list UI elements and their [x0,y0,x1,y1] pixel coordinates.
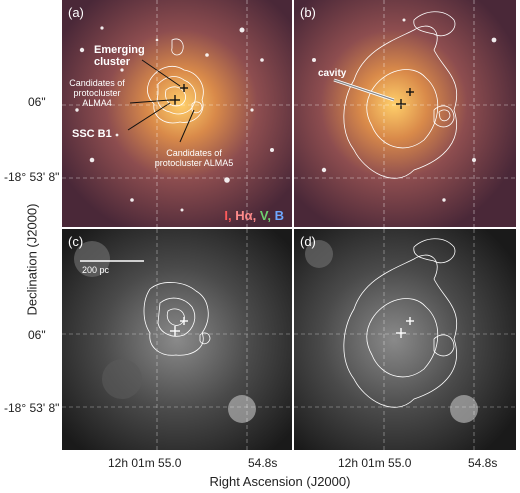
scale-bar-label: 200 pc [82,265,110,275]
legend-i: I, [224,208,232,223]
x-axis-label: Right Ascension (J2000) [209,474,351,489]
panel-d-image [294,229,516,450]
emerging-cluster-annotation: Emerging cluster [94,44,145,68]
legend-b: B [274,208,284,223]
filter-legend: I, Hα, V, B [224,208,284,223]
alma4-annotation: Candidates of protocluster ALMA4 [69,78,125,108]
panel-c: (c) 200 pc [62,229,292,450]
x-tick-left-d: 12h 01m 55.0 [338,456,412,470]
panel-c-image [62,229,292,450]
alma5-annotation: Candidates of protocluster ALMA5 [154,148,234,168]
panel-a-image [62,0,292,227]
x-tick-right-d: 54.8s [468,456,498,470]
legend-v: V, [259,208,271,223]
panel-b-label: (b) [300,5,316,20]
x-tick-left-c: 12h 01m 55.0 [108,456,182,470]
y-tick-53-bottom: -18° 53' 8" [4,401,60,415]
y-tick-53-top: -18° 53' 8" [4,170,60,184]
panel-b-image [294,0,516,227]
cavity-annotation: cavity [318,68,347,79]
panel-a: (a) Emerging cluster Candidates of proto… [62,0,292,227]
panel-d-label: (d) [300,234,316,249]
legend-ha: Hα, [235,208,257,223]
panel-d: (d) [294,229,516,450]
y-tick-06-bottom: 06" [28,328,46,342]
panel-b: (b) cavity [294,0,516,227]
panel-a-label: (a) [68,5,84,20]
x-tick-right-c: 54.8s [248,456,278,470]
ssc-b1-annotation: SSC B1 [72,128,112,140]
y-tick-06-top: 06" [28,95,46,109]
panel-c-label: (c) [68,234,84,249]
